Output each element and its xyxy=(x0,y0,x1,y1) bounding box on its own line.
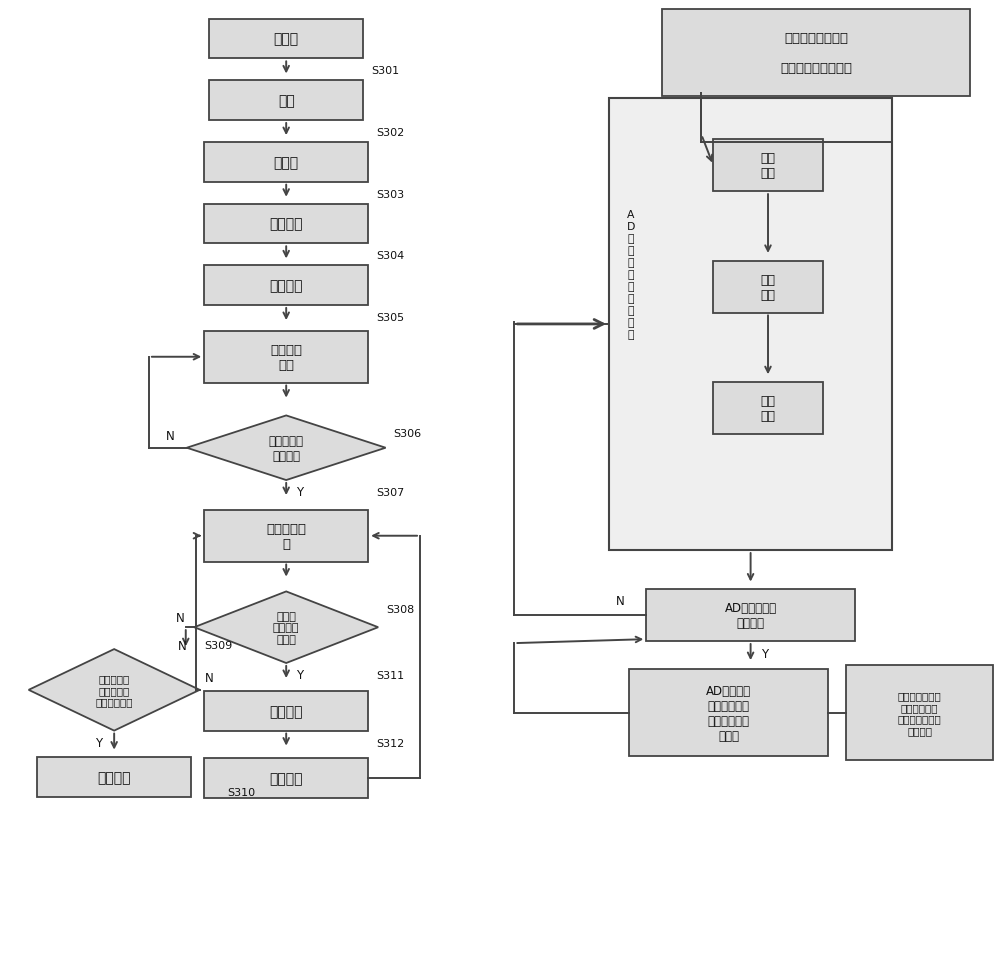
FancyBboxPatch shape xyxy=(713,141,823,192)
Text: 通信信号: 通信信号 xyxy=(269,217,303,231)
FancyBboxPatch shape xyxy=(209,20,363,60)
Text: 电机闭环运
行: 电机闭环运 行 xyxy=(266,522,306,551)
FancyBboxPatch shape xyxy=(713,261,823,313)
Text: S311: S311 xyxy=(376,670,404,681)
Text: N: N xyxy=(205,672,213,685)
Text: 检测到
反电动势
过零点: 检测到 反电动势 过零点 xyxy=(273,611,299,645)
Text: N: N xyxy=(176,611,184,624)
Text: S308: S308 xyxy=(386,604,414,615)
Text: AD注入组触发
事情发生: AD注入组触发 事情发生 xyxy=(725,601,777,630)
Text: Y: Y xyxy=(761,646,768,660)
FancyBboxPatch shape xyxy=(609,99,892,551)
Text: Y: Y xyxy=(296,669,303,682)
Text: AD注入组转
换，后在中断
中读取端电压
转换值: AD注入组转 换，后在中断 中读取端电压 转换值 xyxy=(706,684,751,742)
Text: 电压
检测: 电压 检测 xyxy=(761,153,776,180)
Polygon shape xyxy=(194,592,378,663)
Text: 电流
检测: 电流 检测 xyxy=(761,274,776,301)
FancyBboxPatch shape xyxy=(662,10,970,97)
FancyBboxPatch shape xyxy=(204,332,368,383)
Text: N: N xyxy=(166,430,175,443)
Text: 温度
检测: 温度 检测 xyxy=(761,394,776,422)
Text: A
D
规
则
组
连
续
扫
描
转
换: A D 规 则 组 连 续 扫 描 转 换 xyxy=(627,210,635,340)
Text: S312: S312 xyxy=(376,737,404,748)
Text: S303: S303 xyxy=(376,190,404,200)
Polygon shape xyxy=(187,416,386,480)
Text: S302: S302 xyxy=(376,128,404,138)
Text: 正确检测到
反电动势: 正确检测到 反电动势 xyxy=(269,434,304,463)
FancyBboxPatch shape xyxy=(629,669,828,757)
FancyBboxPatch shape xyxy=(37,758,191,797)
Text: 启动命令: 启动命令 xyxy=(269,279,303,292)
FancyBboxPatch shape xyxy=(204,691,368,731)
Text: S307: S307 xyxy=(376,487,404,498)
Text: Y: Y xyxy=(296,486,303,499)
Text: 初始化: 初始化 xyxy=(274,156,299,170)
Text: S306: S306 xyxy=(394,428,422,438)
Text: Y: Y xyxy=(95,736,102,749)
FancyBboxPatch shape xyxy=(713,382,823,434)
Text: 电机开环
启动: 电机开环 启动 xyxy=(270,343,302,372)
FancyBboxPatch shape xyxy=(204,266,368,306)
Text: 调速指令: 调速指令 xyxy=(269,772,303,785)
Text: N: N xyxy=(616,595,624,607)
Text: S310: S310 xyxy=(227,787,255,797)
Text: N: N xyxy=(178,639,186,652)
Text: 关闭电机: 关闭电机 xyxy=(97,771,131,784)
FancyBboxPatch shape xyxy=(204,759,368,798)
Polygon shape xyxy=(29,649,200,731)
Text: S305: S305 xyxy=(376,313,404,323)
Text: 比较端电压和电
机中心点电压
实现反电动势过
零点检测: 比较端电压和电 机中心点电压 实现反电动势过 零点检测 xyxy=(898,690,942,735)
Text: 电压电流温度检测

反电动势过零点检测: 电压电流温度检测 反电动势过零点检测 xyxy=(780,32,852,75)
Text: S304: S304 xyxy=(376,251,404,261)
Text: 主程序: 主程序 xyxy=(274,32,299,47)
FancyBboxPatch shape xyxy=(646,590,855,642)
Text: S309: S309 xyxy=(205,641,233,650)
Text: 检测时间已
过，强制换
机，是否堵转: 检测时间已 过，强制换 机，是否堵转 xyxy=(95,674,133,707)
FancyBboxPatch shape xyxy=(209,81,363,121)
FancyBboxPatch shape xyxy=(204,204,368,244)
Text: 开始: 开始 xyxy=(278,94,295,109)
FancyBboxPatch shape xyxy=(204,511,368,562)
FancyBboxPatch shape xyxy=(846,666,993,760)
Text: S301: S301 xyxy=(371,67,399,76)
Text: 换相控制: 换相控制 xyxy=(269,704,303,718)
FancyBboxPatch shape xyxy=(204,143,368,183)
